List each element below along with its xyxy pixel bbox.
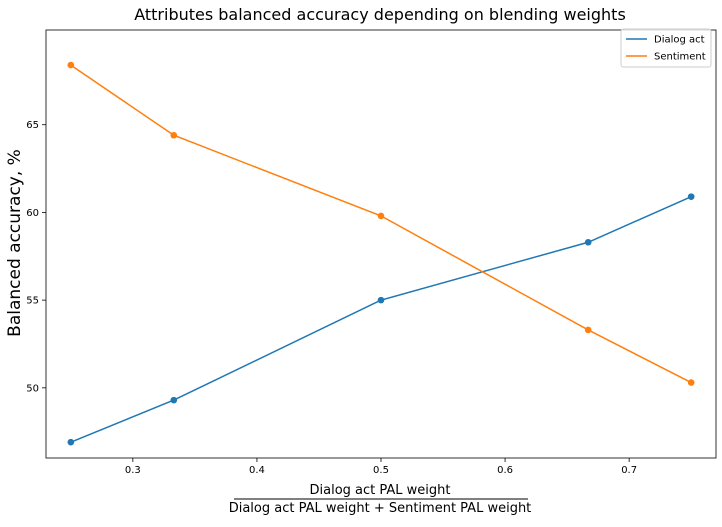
data-point-sentiment: [377, 212, 385, 220]
x-axis-ticks: 0.3 0.4 0.5 0.6 0.7: [125, 458, 637, 476]
x-tick-label: 0.6: [497, 465, 513, 476]
x-axis-label-denominator: Dialog act PAL weight + Sentiment PAL we…: [229, 501, 532, 516]
y-tick-label: 60: [26, 208, 39, 219]
data-point-dialog-act: [377, 296, 385, 304]
data-point-sentiment: [584, 326, 592, 334]
y-tick-label: 55: [26, 296, 39, 307]
data-point-sentiment: [170, 131, 178, 139]
y-axis-ticks: 50 55 60 65: [26, 120, 46, 394]
series-layer: [67, 61, 695, 446]
x-tick-label: 0.7: [621, 465, 637, 476]
data-point-sentiment: [67, 61, 75, 69]
legend: Dialog act Sentiment: [620, 28, 712, 68]
x-tick-label: 0.4: [249, 465, 265, 476]
x-tick-label: 0.3: [125, 465, 141, 476]
data-point-dialog-act: [584, 238, 592, 246]
data-point-dialog-act: [170, 396, 178, 404]
y-axis-label: Balanced accuracy, %: [5, 149, 25, 337]
legend-label-sentiment: Sentiment: [654, 52, 706, 63]
x-tick-label: 0.5: [373, 465, 389, 476]
data-point-dialog-act: [67, 438, 75, 446]
y-tick-label: 65: [26, 120, 39, 131]
chart-title: Attributes balanced accuracy depending o…: [134, 5, 626, 24]
data-point-sentiment: [687, 379, 695, 386]
x-axis-label-numerator: Dialog act PAL weight: [310, 483, 451, 498]
y-tick-label: 50: [26, 383, 39, 394]
data-point-dialog-act: [687, 193, 695, 200]
legend-label-dialog-act: Dialog act: [654, 35, 705, 46]
